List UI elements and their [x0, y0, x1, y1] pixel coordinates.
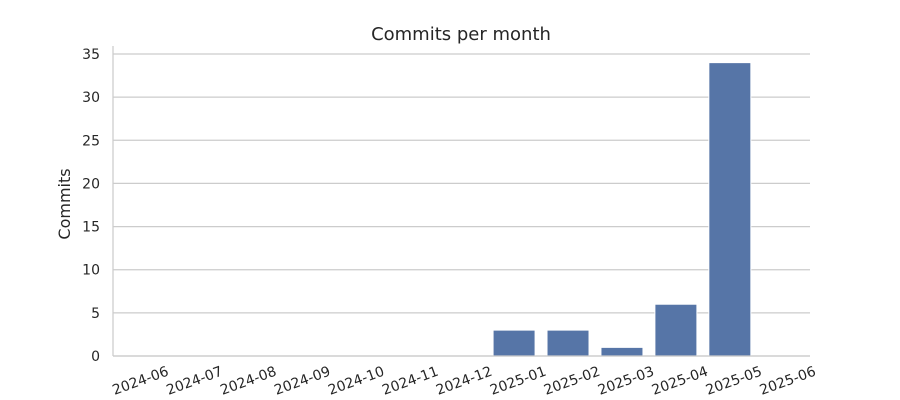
y-tick-label: 0: [91, 349, 100, 365]
y-tick-label: 30: [82, 90, 100, 106]
x-tick-label: 2024-11: [380, 364, 440, 399]
y-tick-label: 20: [82, 176, 100, 192]
y-axis-label: Commits: [55, 168, 74, 239]
x-tick-label: 2024-10: [326, 364, 386, 399]
y-tick-label: 10: [82, 263, 100, 279]
x-tick-label: 2024-09: [272, 364, 332, 399]
y-tick-label: 15: [82, 220, 100, 236]
x-tick-label: 2024-06: [110, 364, 171, 399]
bar-2025-01: [492, 329, 536, 357]
x-tick-label: 2025-01: [488, 364, 548, 399]
x-tick-label: 2024-12: [434, 364, 494, 399]
x-tick-label: 2025-05: [704, 364, 764, 399]
x-tick-label: 2025-03: [596, 364, 656, 399]
y-tick-labels: 0 5 10 15 20 25 30 35: [82, 47, 100, 365]
x-tick-label: 2024-07: [164, 364, 224, 399]
bar-2025-02: [546, 329, 590, 357]
x-tick-label: 2024-08: [218, 364, 278, 399]
x-tick-label: 2025-02: [542, 364, 602, 399]
bar-2025-03: [600, 346, 644, 357]
chart-title: Commits per month: [371, 24, 551, 45]
y-tick-label: 35: [82, 47, 100, 63]
bar-2025-04: [654, 303, 698, 357]
bar-2025-05: [708, 62, 752, 357]
y-tick-label: 5: [91, 306, 100, 322]
bar-layer: [492, 62, 752, 357]
x-tick-label: 2025-06: [758, 364, 819, 399]
grid-layer: [113, 53, 810, 357]
spine-layer: [112, 46, 810, 357]
x-tick-labels: 2024-062024-072024-082024-092024-102024-…: [110, 364, 818, 399]
x-tick-label: 2025-04: [650, 364, 711, 399]
y-tick-label: 25: [82, 133, 100, 149]
